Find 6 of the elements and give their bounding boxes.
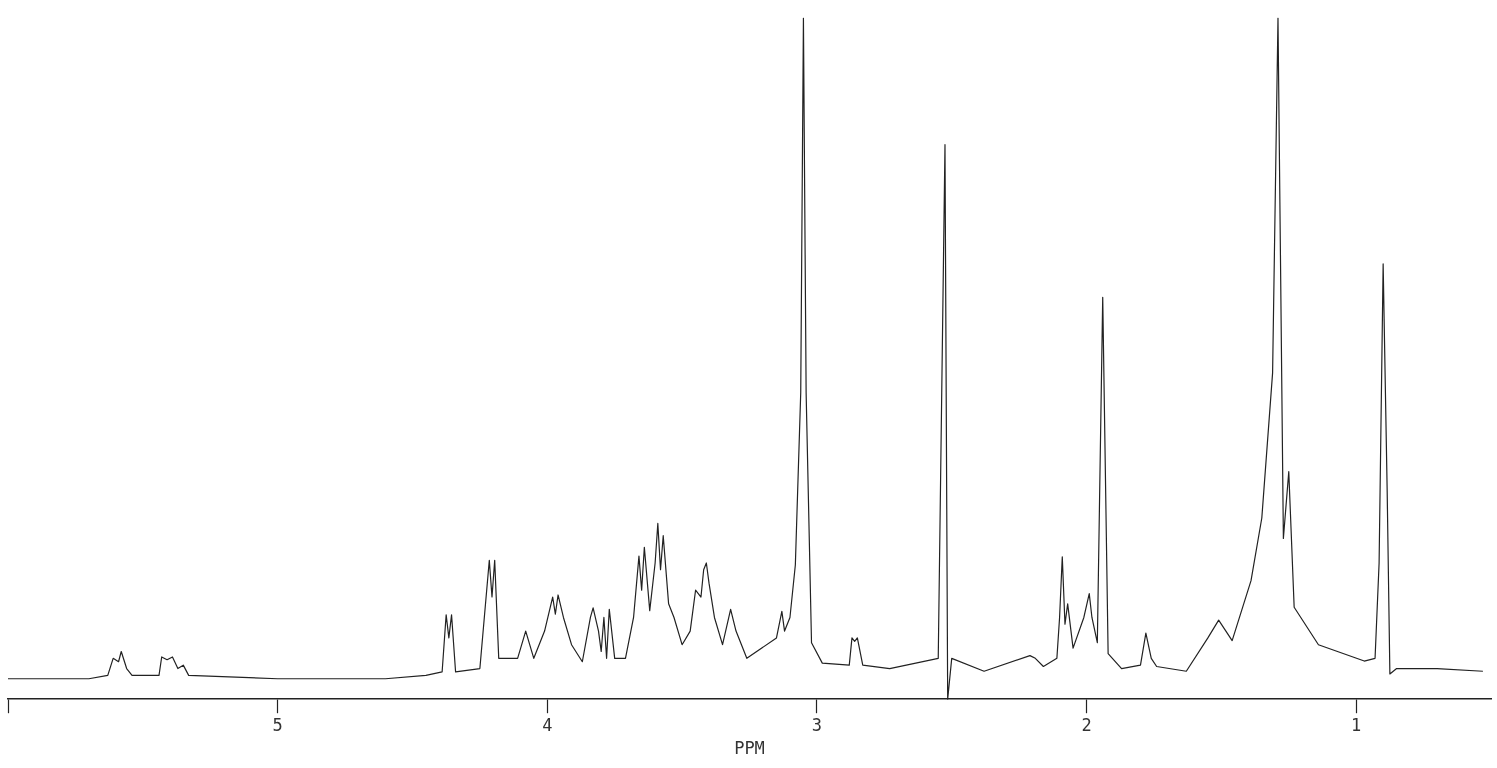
x-tick-label: 1 <box>1351 714 1362 735</box>
x-tick-label: 5 <box>272 714 283 735</box>
x-tick-label: 3 <box>811 714 823 735</box>
x-tick-label: 4 <box>542 714 553 735</box>
x-axis-title: PPM <box>734 738 765 759</box>
x-tick-label: 2 <box>1081 714 1092 735</box>
